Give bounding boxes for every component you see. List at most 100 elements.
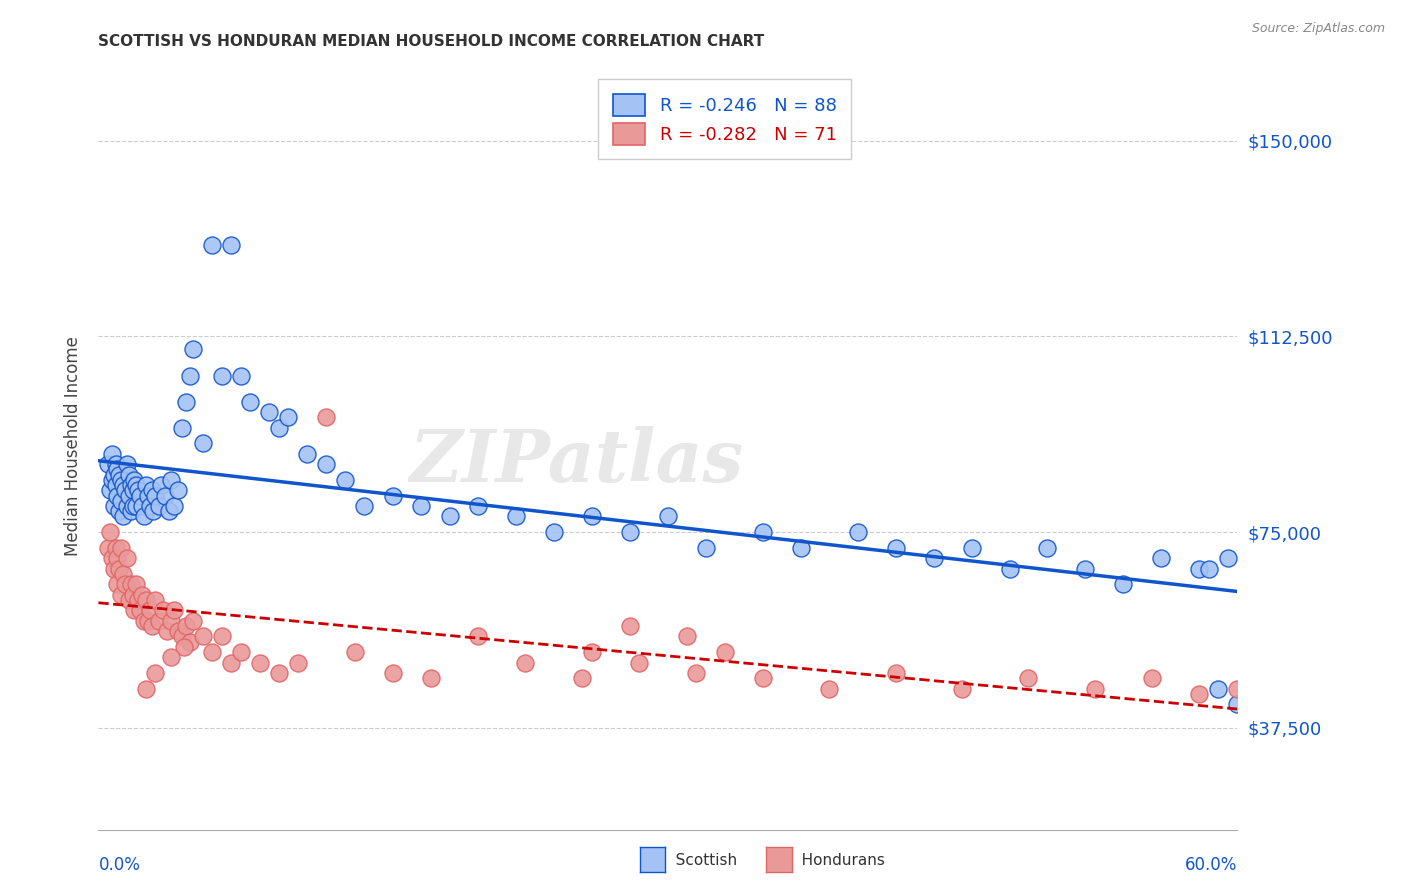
Point bbox=[135, 681, 157, 696]
Point bbox=[125, 577, 148, 591]
Point bbox=[121, 483, 143, 498]
Point bbox=[125, 499, 148, 513]
Point bbox=[229, 368, 252, 383]
Point bbox=[1112, 577, 1135, 591]
Point bbox=[167, 624, 190, 639]
Point bbox=[277, 410, 299, 425]
Point bbox=[922, 551, 945, 566]
Text: SCOTTISH VS HONDURAN MEDIAN HOUSEHOLD INCOME CORRELATION CHART: SCOTTISH VS HONDURAN MEDIAN HOUSEHOLD IN… bbox=[98, 34, 765, 49]
Point bbox=[136, 489, 159, 503]
Text: Source: ZipAtlas.com: Source: ZipAtlas.com bbox=[1251, 22, 1385, 36]
Point bbox=[100, 447, 122, 461]
Text: Hondurans: Hondurans bbox=[787, 854, 886, 868]
Point bbox=[115, 551, 138, 566]
Point bbox=[1084, 681, 1107, 696]
Point bbox=[112, 478, 135, 492]
Point bbox=[100, 551, 122, 566]
Point bbox=[120, 577, 142, 591]
Point bbox=[141, 483, 163, 498]
Point bbox=[239, 394, 262, 409]
Point bbox=[515, 656, 537, 670]
Point bbox=[170, 630, 193, 644]
Point bbox=[695, 541, 717, 555]
Point bbox=[145, 593, 167, 607]
Point bbox=[103, 467, 125, 482]
Point bbox=[100, 473, 122, 487]
Point bbox=[846, 525, 869, 540]
Point bbox=[315, 457, 337, 471]
Point bbox=[108, 561, 131, 575]
Point bbox=[1226, 698, 1249, 712]
Point bbox=[97, 457, 120, 471]
Point bbox=[120, 504, 142, 518]
Point bbox=[118, 467, 141, 482]
Text: ZIPatlas: ZIPatlas bbox=[409, 425, 744, 497]
Point bbox=[191, 630, 214, 644]
Point bbox=[132, 509, 155, 524]
Point bbox=[141, 619, 163, 633]
Point bbox=[121, 499, 143, 513]
Point bbox=[676, 630, 699, 644]
Point bbox=[159, 473, 181, 487]
Point bbox=[183, 343, 205, 357]
Point bbox=[167, 483, 190, 498]
Point bbox=[104, 478, 127, 492]
Point bbox=[127, 483, 149, 498]
Point bbox=[145, 489, 167, 503]
Point bbox=[110, 473, 132, 487]
Point bbox=[118, 489, 141, 503]
Point bbox=[267, 421, 290, 435]
Point bbox=[114, 577, 136, 591]
Point bbox=[191, 436, 214, 450]
Point bbox=[142, 504, 165, 518]
Point bbox=[267, 665, 290, 680]
Point bbox=[505, 509, 527, 524]
Point bbox=[159, 614, 181, 628]
Point bbox=[201, 238, 224, 252]
Point bbox=[110, 588, 132, 602]
Point bbox=[163, 603, 186, 617]
Point bbox=[297, 447, 319, 461]
Point bbox=[103, 561, 125, 575]
Point bbox=[107, 489, 129, 503]
Point bbox=[657, 509, 679, 524]
Legend: R = -0.246   N = 88, R = -0.282   N = 71: R = -0.246 N = 88, R = -0.282 N = 71 bbox=[599, 79, 851, 160]
Point bbox=[148, 614, 170, 628]
Point bbox=[1150, 551, 1173, 566]
Point bbox=[790, 541, 813, 555]
Point bbox=[153, 489, 176, 503]
Point bbox=[581, 645, 603, 659]
Point bbox=[125, 478, 148, 492]
Point bbox=[221, 238, 243, 252]
Point bbox=[229, 645, 252, 659]
Point bbox=[114, 483, 136, 498]
Point bbox=[467, 499, 489, 513]
Point bbox=[950, 681, 973, 696]
Point bbox=[152, 603, 174, 617]
Point bbox=[752, 525, 775, 540]
Point bbox=[103, 499, 125, 513]
Point bbox=[439, 509, 461, 524]
Point bbox=[419, 671, 441, 685]
Y-axis label: Median Household Income: Median Household Income bbox=[63, 336, 82, 556]
Point bbox=[818, 681, 841, 696]
Point bbox=[884, 541, 907, 555]
Point bbox=[129, 489, 152, 503]
Point bbox=[179, 634, 201, 648]
Point bbox=[1036, 541, 1059, 555]
Point bbox=[135, 478, 157, 492]
Point bbox=[221, 656, 243, 670]
Point bbox=[1208, 681, 1230, 696]
Point bbox=[685, 665, 707, 680]
Point bbox=[174, 394, 197, 409]
Point bbox=[136, 614, 159, 628]
Point bbox=[131, 499, 153, 513]
Point bbox=[714, 645, 737, 659]
Point bbox=[107, 462, 129, 476]
Point bbox=[135, 593, 157, 607]
Point bbox=[183, 614, 205, 628]
Point bbox=[97, 541, 120, 555]
Point bbox=[1140, 671, 1163, 685]
Point bbox=[174, 619, 197, 633]
Point bbox=[249, 656, 271, 670]
